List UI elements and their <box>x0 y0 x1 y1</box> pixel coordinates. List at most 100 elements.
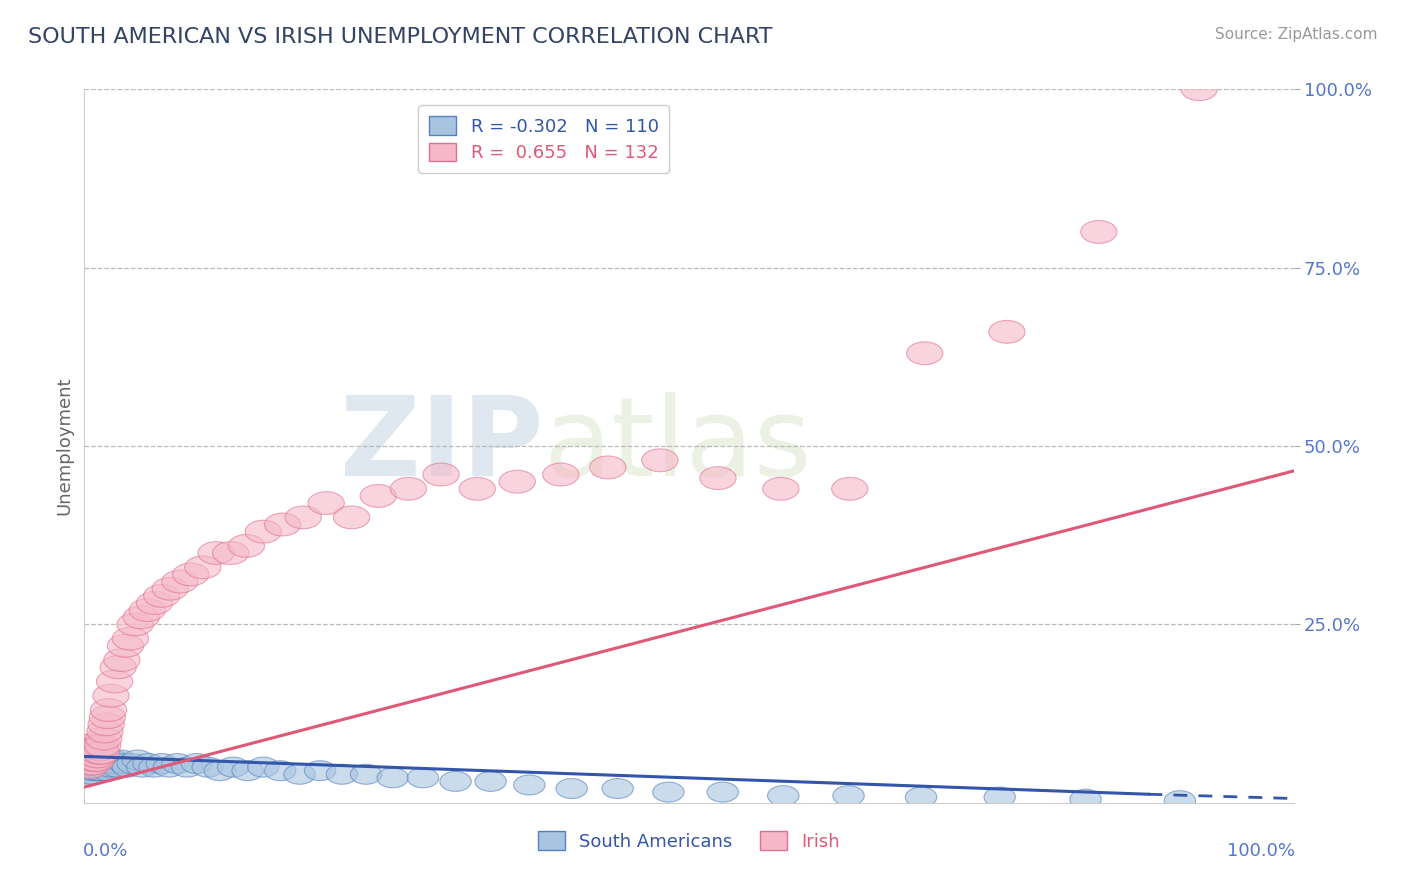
Ellipse shape <box>652 782 685 802</box>
Ellipse shape <box>101 757 132 777</box>
Ellipse shape <box>475 772 506 791</box>
Ellipse shape <box>100 656 136 679</box>
Ellipse shape <box>555 779 588 798</box>
Ellipse shape <box>377 768 408 788</box>
Ellipse shape <box>408 768 439 788</box>
Ellipse shape <box>1181 78 1218 101</box>
Ellipse shape <box>96 757 127 777</box>
Ellipse shape <box>77 750 108 770</box>
Ellipse shape <box>76 748 112 772</box>
Ellipse shape <box>264 761 297 780</box>
Ellipse shape <box>228 534 264 558</box>
Ellipse shape <box>69 748 105 772</box>
Ellipse shape <box>97 670 132 693</box>
Ellipse shape <box>75 752 111 775</box>
Ellipse shape <box>700 467 737 490</box>
Ellipse shape <box>76 754 107 773</box>
Ellipse shape <box>83 750 115 770</box>
Ellipse shape <box>112 757 143 777</box>
Ellipse shape <box>513 775 546 795</box>
Ellipse shape <box>122 750 153 770</box>
Ellipse shape <box>831 477 868 500</box>
Ellipse shape <box>117 613 153 636</box>
Ellipse shape <box>184 556 221 579</box>
Ellipse shape <box>350 764 382 784</box>
Ellipse shape <box>124 606 159 629</box>
Text: Source: ZipAtlas.com: Source: ZipAtlas.com <box>1215 27 1378 42</box>
Text: 0.0%: 0.0% <box>83 842 128 860</box>
Ellipse shape <box>129 599 166 622</box>
Ellipse shape <box>247 757 278 777</box>
Ellipse shape <box>193 757 224 777</box>
Ellipse shape <box>768 786 799 805</box>
Y-axis label: Unemployment: Unemployment <box>55 376 73 516</box>
Ellipse shape <box>83 741 120 764</box>
Ellipse shape <box>707 782 738 802</box>
Ellipse shape <box>139 757 170 777</box>
Ellipse shape <box>212 541 249 565</box>
Ellipse shape <box>360 484 396 508</box>
Text: SOUTH AMERICAN VS IRISH UNEMPLOYMENT CORRELATION CHART: SOUTH AMERICAN VS IRISH UNEMPLOYMENT COR… <box>28 27 773 46</box>
Ellipse shape <box>543 463 579 486</box>
Ellipse shape <box>172 757 202 777</box>
Ellipse shape <box>79 738 115 761</box>
Ellipse shape <box>905 787 936 807</box>
Ellipse shape <box>73 748 110 772</box>
Ellipse shape <box>93 684 129 707</box>
Ellipse shape <box>232 761 263 780</box>
Legend: South Americans, Irish: South Americans, Irish <box>530 824 848 858</box>
Ellipse shape <box>80 757 112 777</box>
Ellipse shape <box>84 734 121 757</box>
Ellipse shape <box>80 750 111 770</box>
Ellipse shape <box>108 754 141 773</box>
Text: 100.0%: 100.0% <box>1226 842 1295 860</box>
Ellipse shape <box>82 761 114 780</box>
Ellipse shape <box>76 747 107 766</box>
Ellipse shape <box>98 754 131 773</box>
Ellipse shape <box>460 477 495 500</box>
Ellipse shape <box>89 750 120 770</box>
Ellipse shape <box>72 756 107 779</box>
Ellipse shape <box>80 741 117 764</box>
Ellipse shape <box>72 764 104 784</box>
Ellipse shape <box>93 754 124 773</box>
Ellipse shape <box>87 754 118 773</box>
Ellipse shape <box>152 577 188 600</box>
Text: ZIP: ZIP <box>340 392 544 500</box>
Ellipse shape <box>89 713 124 736</box>
Ellipse shape <box>333 506 370 529</box>
Ellipse shape <box>832 786 865 805</box>
Ellipse shape <box>72 750 103 770</box>
Ellipse shape <box>75 745 111 768</box>
Ellipse shape <box>86 727 122 750</box>
Ellipse shape <box>70 745 105 768</box>
Ellipse shape <box>146 754 177 773</box>
Ellipse shape <box>72 734 107 757</box>
Ellipse shape <box>285 506 322 529</box>
Ellipse shape <box>90 698 127 722</box>
Ellipse shape <box>308 491 344 515</box>
Ellipse shape <box>84 757 115 777</box>
Ellipse shape <box>73 741 110 764</box>
Ellipse shape <box>589 456 626 479</box>
Ellipse shape <box>143 584 180 607</box>
Ellipse shape <box>82 738 118 761</box>
Ellipse shape <box>77 764 108 784</box>
Ellipse shape <box>305 761 336 780</box>
Ellipse shape <box>132 754 165 773</box>
Ellipse shape <box>1081 220 1116 244</box>
Ellipse shape <box>284 764 315 784</box>
Ellipse shape <box>90 747 122 766</box>
Ellipse shape <box>1164 790 1195 811</box>
Ellipse shape <box>79 761 110 780</box>
Ellipse shape <box>80 745 115 768</box>
Ellipse shape <box>136 591 173 615</box>
Ellipse shape <box>80 747 112 766</box>
Text: atlas: atlas <box>544 392 813 500</box>
Ellipse shape <box>86 761 117 780</box>
Ellipse shape <box>907 342 943 365</box>
Ellipse shape <box>91 761 124 780</box>
Ellipse shape <box>162 570 198 593</box>
Ellipse shape <box>204 761 236 780</box>
Ellipse shape <box>72 761 103 780</box>
